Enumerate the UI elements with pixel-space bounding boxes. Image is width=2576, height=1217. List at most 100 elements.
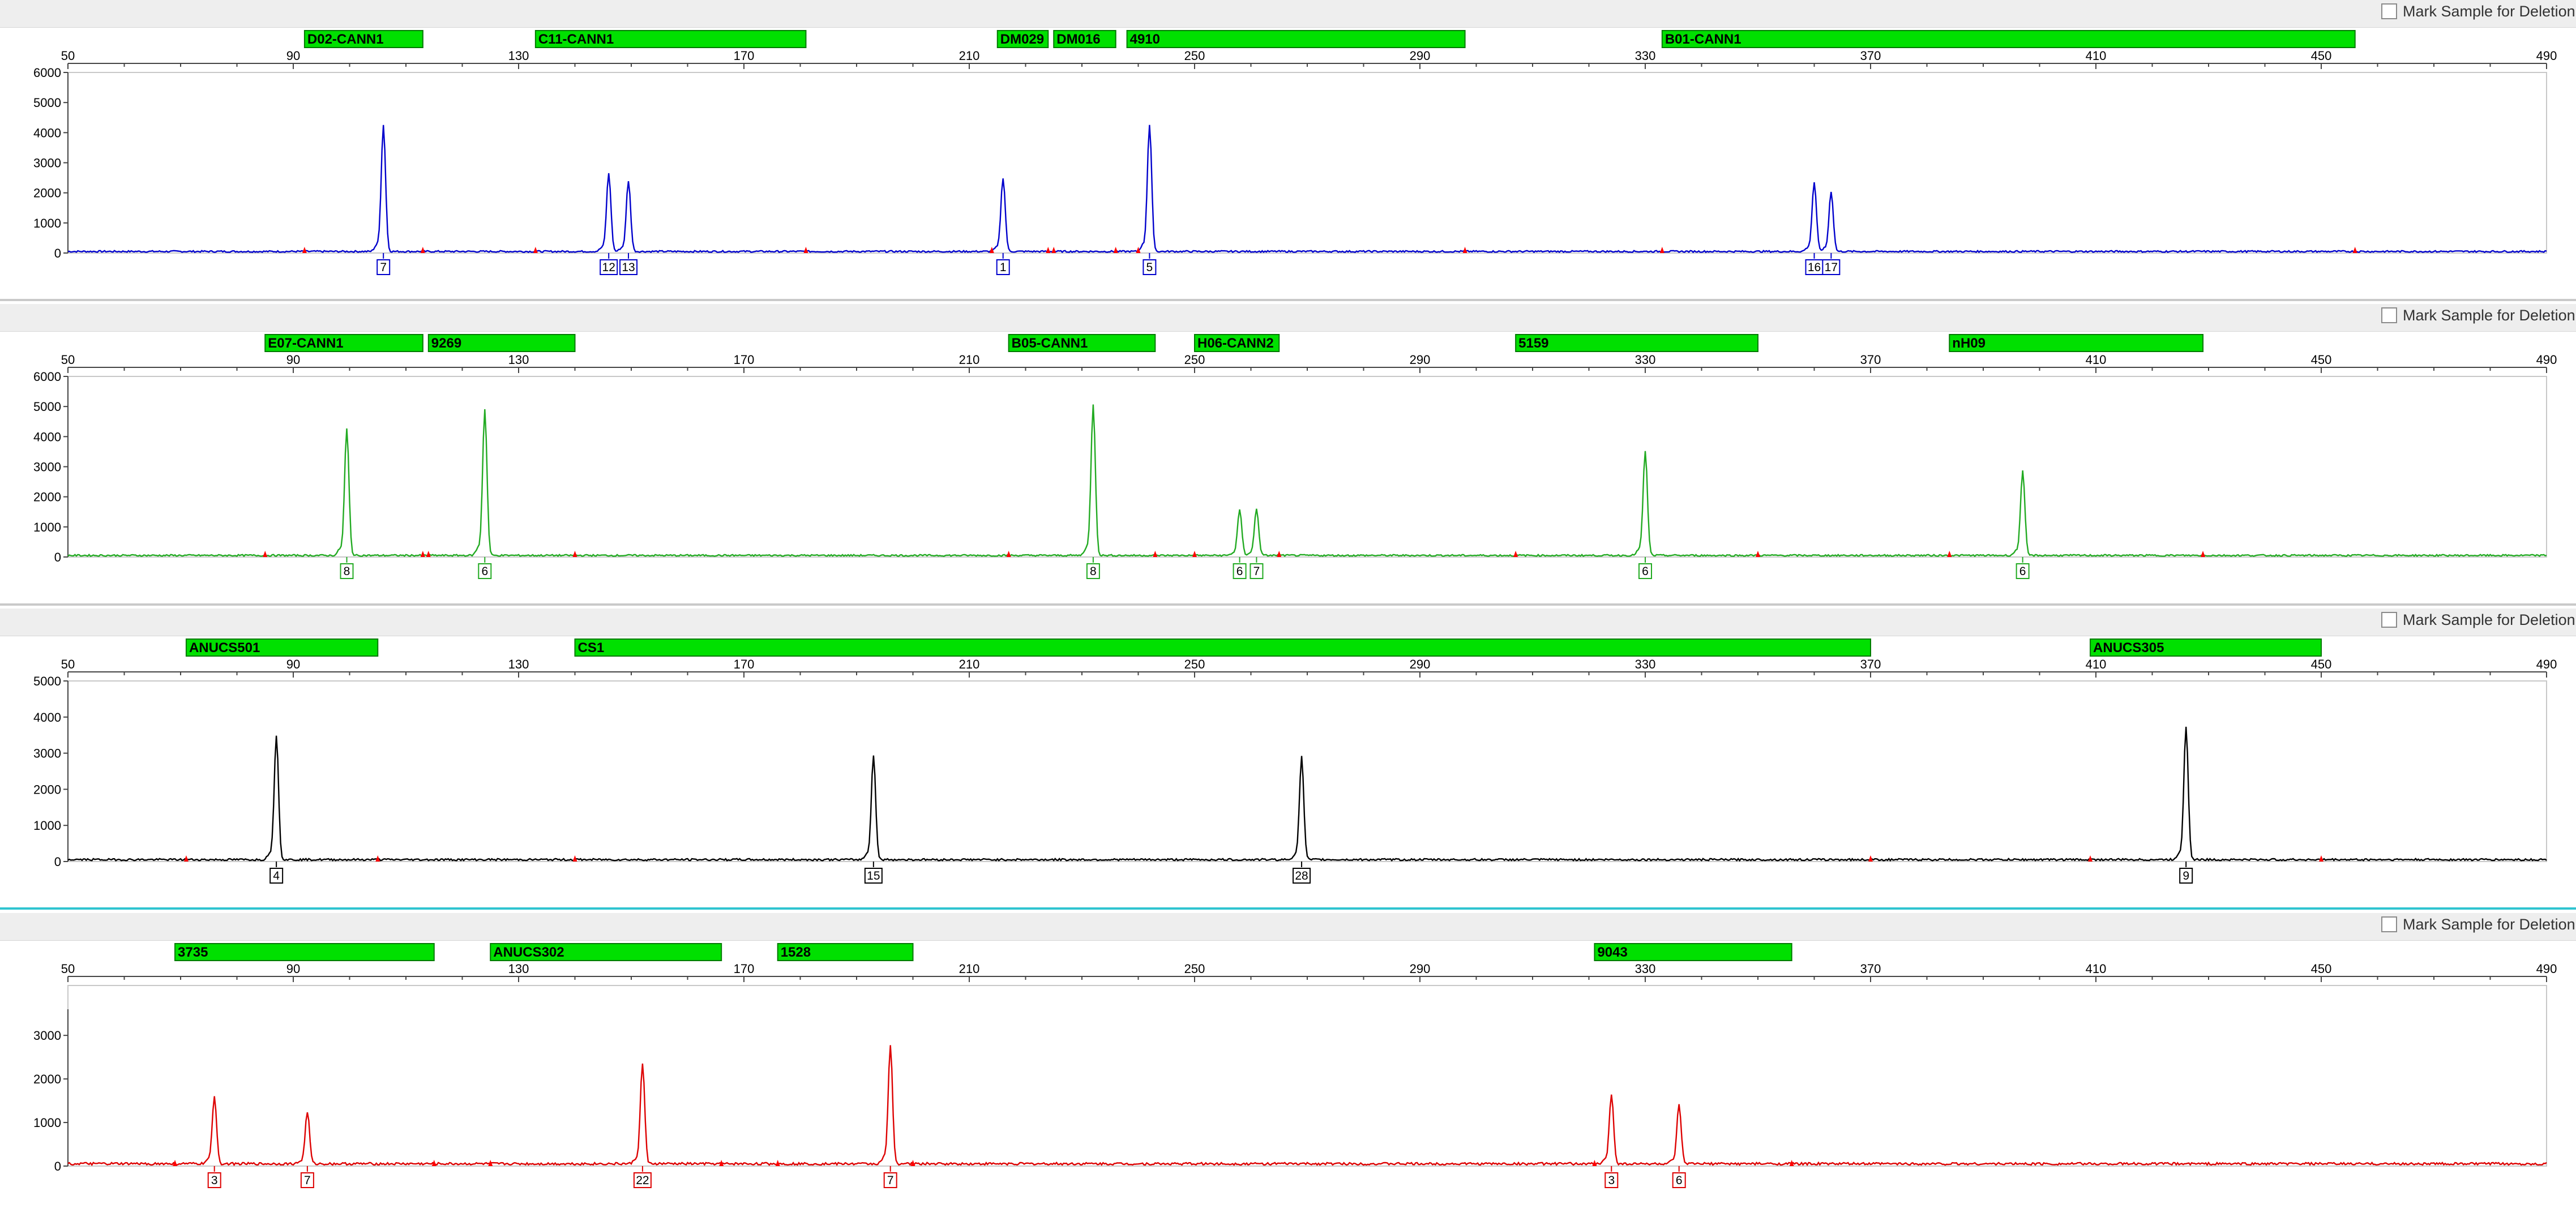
baseline-marker [1192,551,1197,557]
x-tick-label: 210 [959,962,980,976]
mark-deletion-checkbox[interactable] [2381,916,2397,932]
allele-call-box [207,1172,221,1188]
y-tick-label: 1000 [33,1116,61,1130]
allele-call: 28 [1295,869,1308,882]
panel-green-dye: Mark Sample for Deletion E07-CANN1 9269 B0… [0,304,2576,608]
plot-area [67,985,2547,1167]
allele-call: 7 [380,261,387,274]
baseline-marker [719,1160,724,1166]
baseline-marker [572,551,577,557]
allele-call-box [300,1172,314,1188]
bin-label: 1528 [781,945,811,960]
x-tick-label: 130 [508,49,529,63]
allele-call-box [1293,868,1311,884]
baseline-marker [183,855,189,862]
bin-box [174,943,435,961]
baseline-marker [1947,551,1952,557]
plot-area [67,72,2547,254]
x-tick-label: 50 [61,353,75,367]
bin-label: ANUCS302 [493,945,564,960]
mark-deletion-checkbox[interactable] [2381,612,2397,628]
bin-box [1949,334,2204,352]
x-tick-label: 50 [61,657,75,671]
allele-call-box [619,259,638,275]
allele-call-box [1822,259,1841,275]
allele-call: 9 [2183,869,2189,882]
panel-toolbar [0,913,2576,941]
allele-call-box [478,563,492,579]
bin-box [777,943,914,961]
x-tick-label: 250 [1184,353,1205,367]
bin-box [1515,334,1758,352]
mark-deletion-checkbox[interactable] [2381,3,2397,19]
y-tick-label: 3000 [33,1029,61,1043]
plot-red: 3735 ANUCS302 1528 9043 50 90 130 170 210 250 290 3… [33,943,2557,1188]
bin-label: CS1 [578,640,605,655]
bin-label: nH09 [1952,336,1986,351]
x-tick-label: 330 [1635,49,1656,63]
bin-label: 5159 [1518,336,1548,351]
bin-label: DM016 [1056,32,1100,47]
bin-label: 3735 [178,945,208,960]
x-tick-label: 250 [1184,962,1205,976]
baseline-marker [1136,247,1141,253]
x-tick-label: 290 [1410,962,1431,976]
baseline-marker [420,551,425,557]
plot-blue: D02-CANN1 C11-CANN1 DM029 DM016 4910 B01-CANN… [33,30,2557,275]
bin-label: ANUCS501 [189,640,260,655]
x-tick-label: 90 [286,353,300,367]
x-tick-label: 130 [508,962,529,976]
x-tick-label: 370 [1860,49,1881,63]
baseline-marker [173,1160,178,1166]
bin-box [1008,334,1156,352]
selected-panel-divider [0,907,2576,910]
bin-label: D02-CANN1 [307,32,384,47]
x-tick-label: 330 [1635,962,1656,976]
x-tick-label: 90 [286,657,300,671]
x-tick-label: 290 [1410,49,1431,63]
mark-deletion-label: Mark Sample for Deletion [2403,916,2575,933]
bin-box [303,30,423,48]
y-tick-label: 5000 [33,400,61,414]
allele-call: 6 [1676,1174,1683,1187]
mark-deletion-checkbox[interactable] [2381,307,2397,323]
allele-call: 6 [1236,565,1243,578]
signal-trace [67,1045,2547,1167]
x-tick-label: 50 [61,49,75,63]
y-tick-label: 6000 [33,370,61,384]
bin-box [427,334,576,352]
panel-toolbar [0,0,2576,28]
bin-box [1594,943,1792,961]
x-tick-label: 490 [2536,657,2557,671]
x-tick-label: 50 [61,962,75,976]
baseline-marker [488,1160,493,1166]
bin-box [1053,30,1116,48]
x-tick-label: 90 [286,49,300,63]
bin-label: 4910 [1130,32,1160,47]
baseline-marker [572,855,577,862]
baseline-marker [1756,551,1760,557]
x-tick-label: 370 [1860,657,1881,671]
y-tick-label: 1000 [33,520,61,534]
baseline-marker [1513,551,1518,557]
y-tick-label: 2000 [33,1072,61,1086]
x-tick-label: 290 [1410,353,1431,367]
plot-area [67,376,2547,558]
allele-call: 4 [273,869,280,882]
mark-deletion-label: Mark Sample for Deletion [2403,307,2575,324]
x-tick-label: 210 [959,657,980,671]
y-tick-label: 3000 [33,747,61,761]
allele-call: 8 [1090,565,1097,578]
allele-call: 6 [2019,565,2026,578]
x-tick-label: 250 [1184,657,1205,671]
bin-box [996,30,1049,48]
baseline-marker [2201,551,2206,557]
allele-call: 8 [344,565,350,578]
baseline-marker [989,247,994,253]
bin-label: B01-CANN1 [1665,32,1741,47]
signal-trace [67,726,2547,862]
allele-call: 3 [1608,1174,1615,1187]
x-tick-label: 490 [2536,353,2557,367]
x-tick-label: 450 [2311,353,2332,367]
